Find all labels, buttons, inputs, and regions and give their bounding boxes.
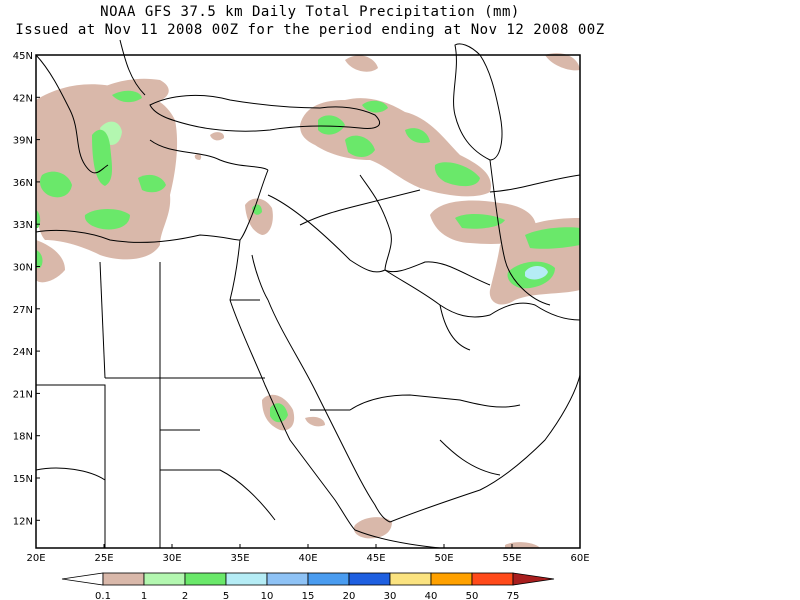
legend-swatch bbox=[512, 572, 555, 586]
precip-green-west-edge bbox=[36, 210, 41, 228]
legend-label: 20 bbox=[343, 591, 356, 600]
lon-label: 25E bbox=[94, 553, 113, 564]
legend-swatch bbox=[430, 572, 473, 586]
precip-legend: 0.1 1 2 5 10 15 20 30 40 50 75 bbox=[61, 572, 555, 600]
map-subtitle: Issued at Nov 11 2008 00Z for the period… bbox=[15, 22, 605, 38]
legend-swatch bbox=[61, 572, 104, 586]
lon-label: 55E bbox=[502, 553, 521, 564]
legend-label: 0.1 bbox=[95, 591, 111, 600]
lon-label: 30E bbox=[162, 553, 181, 564]
legend-swatch bbox=[389, 572, 432, 586]
legend-label: 2 bbox=[182, 591, 188, 600]
precip-green-aegean-west bbox=[40, 171, 72, 198]
precip-green-turkey-2 bbox=[362, 100, 388, 113]
precip-green-aegean-east bbox=[138, 174, 166, 193]
legend-label: 30 bbox=[384, 591, 397, 600]
precip-area-north-top bbox=[345, 55, 378, 72]
legend-label: 75 bbox=[507, 591, 520, 600]
legend-label: 1 bbox=[141, 591, 147, 600]
precip-green-iran-central bbox=[455, 214, 505, 229]
legend-label: 15 bbox=[302, 591, 315, 600]
lat-label: 15N bbox=[13, 474, 33, 485]
lat-label: 39N bbox=[13, 136, 33, 147]
lat-label: 27N bbox=[13, 305, 33, 316]
legend-swatch bbox=[102, 572, 145, 586]
precip-green-iran-north bbox=[434, 162, 480, 187]
precip-green-caucasus bbox=[405, 128, 430, 144]
lat-label: 24N bbox=[13, 347, 33, 358]
lat-label: 12N bbox=[13, 516, 33, 527]
lat-label: 18N bbox=[13, 432, 33, 443]
lon-label: 60E bbox=[570, 553, 589, 564]
legend-swatch bbox=[307, 572, 350, 586]
legend-swatch bbox=[348, 572, 391, 586]
precip-green-balkans bbox=[112, 90, 142, 103]
precip-green-iraq-north bbox=[345, 135, 375, 157]
coastlines-borders bbox=[35, 39, 581, 549]
legend-swatch bbox=[143, 572, 186, 586]
precip-area-med-small bbox=[194, 153, 202, 160]
map-title: NOAA GFS 37.5 km Daily Total Precipitati… bbox=[100, 4, 520, 20]
precip-area-corner-ne bbox=[545, 53, 580, 71]
legend-label: 40 bbox=[425, 591, 438, 600]
latitude-axis: 45N 42N 39N 36N 33N 30N 27N 24N 21N 18N 15N 12N bbox=[13, 51, 40, 527]
lat-label: 21N bbox=[13, 389, 33, 400]
legend-label: 5 bbox=[223, 591, 229, 600]
legend-swatch bbox=[225, 572, 268, 586]
lon-label: 40E bbox=[298, 553, 317, 564]
precip-area-cyprus bbox=[210, 132, 225, 141]
precip-green-crete bbox=[84, 209, 130, 230]
lat-label: 45N bbox=[13, 51, 33, 62]
lat-label: 42N bbox=[13, 93, 33, 104]
lon-label: 45E bbox=[366, 553, 385, 564]
legend-swatch bbox=[184, 572, 227, 586]
lon-label: 20E bbox=[26, 553, 45, 564]
lat-label: 33N bbox=[13, 220, 33, 231]
precip-cyan-iran bbox=[525, 266, 548, 280]
precip-green-red-sea bbox=[270, 403, 288, 423]
legend-label: 50 bbox=[466, 591, 479, 600]
lat-label: 30N bbox=[13, 263, 33, 274]
lon-label: 50E bbox=[434, 553, 453, 564]
precipitation-areas bbox=[36, 53, 580, 548]
legend-swatch bbox=[266, 572, 309, 586]
precip-area-south-bottom bbox=[505, 542, 540, 548]
legend-label: 10 bbox=[261, 591, 274, 600]
precip-area-sudan bbox=[305, 416, 325, 427]
longitude-axis: 20E 25E 30E 35E 40E 45E 50E 55E 60E bbox=[26, 544, 590, 564]
precip-green-libya bbox=[36, 250, 43, 268]
legend-swatch bbox=[471, 572, 514, 586]
lon-label: 35E bbox=[230, 553, 249, 564]
precip-green-iran-east bbox=[525, 227, 580, 249]
precip-green-greece bbox=[92, 129, 113, 186]
precip-green-turkey-1 bbox=[318, 115, 345, 135]
precip-area-levant bbox=[245, 198, 273, 235]
precip-area-libya-coast bbox=[36, 240, 65, 283]
lat-label: 36N bbox=[13, 178, 33, 189]
